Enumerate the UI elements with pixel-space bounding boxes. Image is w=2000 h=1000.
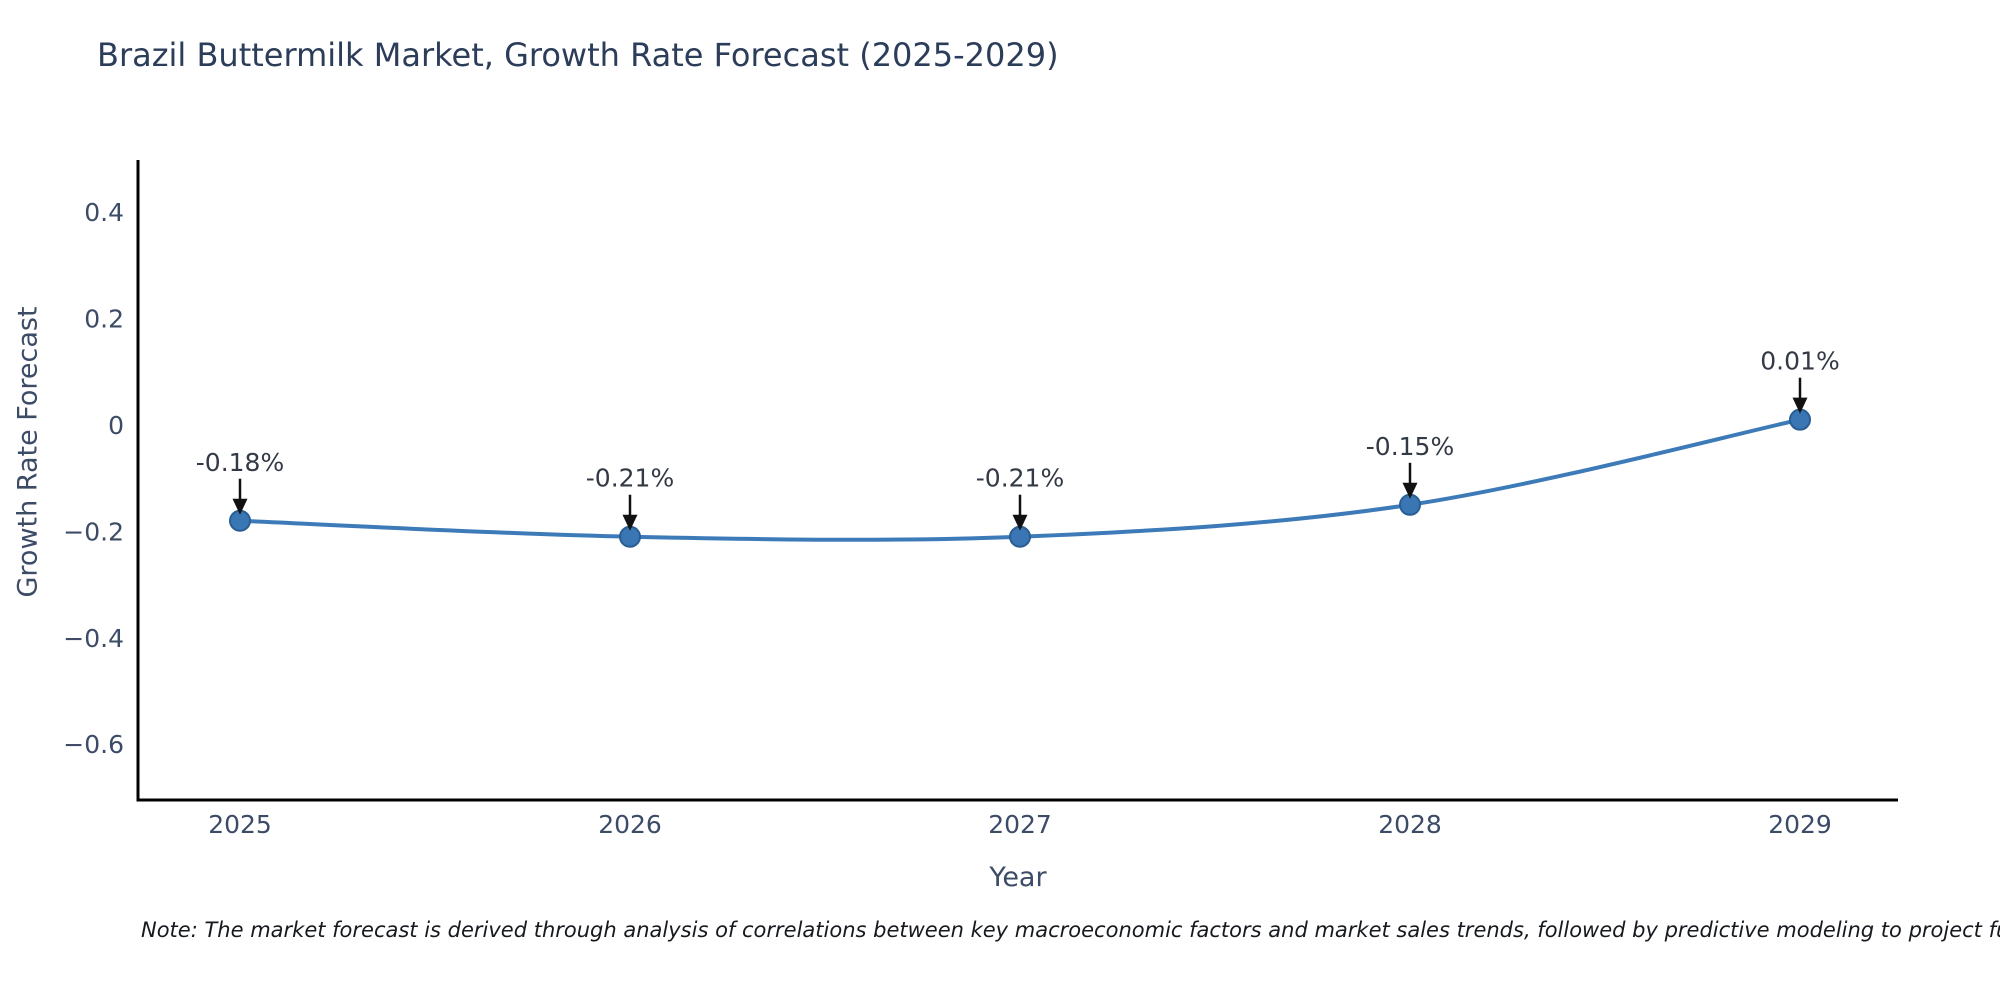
x-axis-title: Year: [989, 862, 1047, 893]
chart-title: Brazil Buttermilk Market, Growth Rate Fo…: [97, 36, 1059, 74]
chart-footnote: Note: The market forecast is derived thr…: [141, 918, 2000, 942]
y-axis-title: Growth Rate Forecast: [12, 306, 44, 598]
data-point-label: 0.01%: [1760, 347, 1839, 376]
data-point-label: -0.21%: [976, 464, 1064, 493]
y-tick-label: −0.6: [63, 730, 124, 759]
y-tick-label: −0.4: [63, 624, 124, 653]
annotation-arrow-head: [1012, 514, 1028, 531]
x-tick-label: 2029: [1768, 810, 1832, 839]
y-tick-label: −0.2: [63, 517, 124, 546]
x-tick-label: 2026: [598, 810, 662, 839]
annotation-arrow-head: [232, 498, 248, 515]
annotation-arrow-head: [1792, 397, 1808, 414]
data-point-label: -0.15%: [1366, 432, 1454, 461]
x-tick-label: 2025: [208, 810, 272, 839]
x-tick-label: 2028: [1378, 810, 1442, 839]
y-tick-label: 0.2: [84, 305, 124, 334]
annotation-arrow-head: [622, 514, 638, 531]
y-tick-label: 0: [108, 411, 124, 440]
data-point-label: -0.18%: [196, 448, 284, 477]
y-tick-label: 0.4: [84, 198, 124, 227]
x-tick-label: 2027: [988, 810, 1052, 839]
data-point-label: -0.21%: [586, 464, 674, 493]
annotation-arrow-head: [1402, 482, 1418, 499]
